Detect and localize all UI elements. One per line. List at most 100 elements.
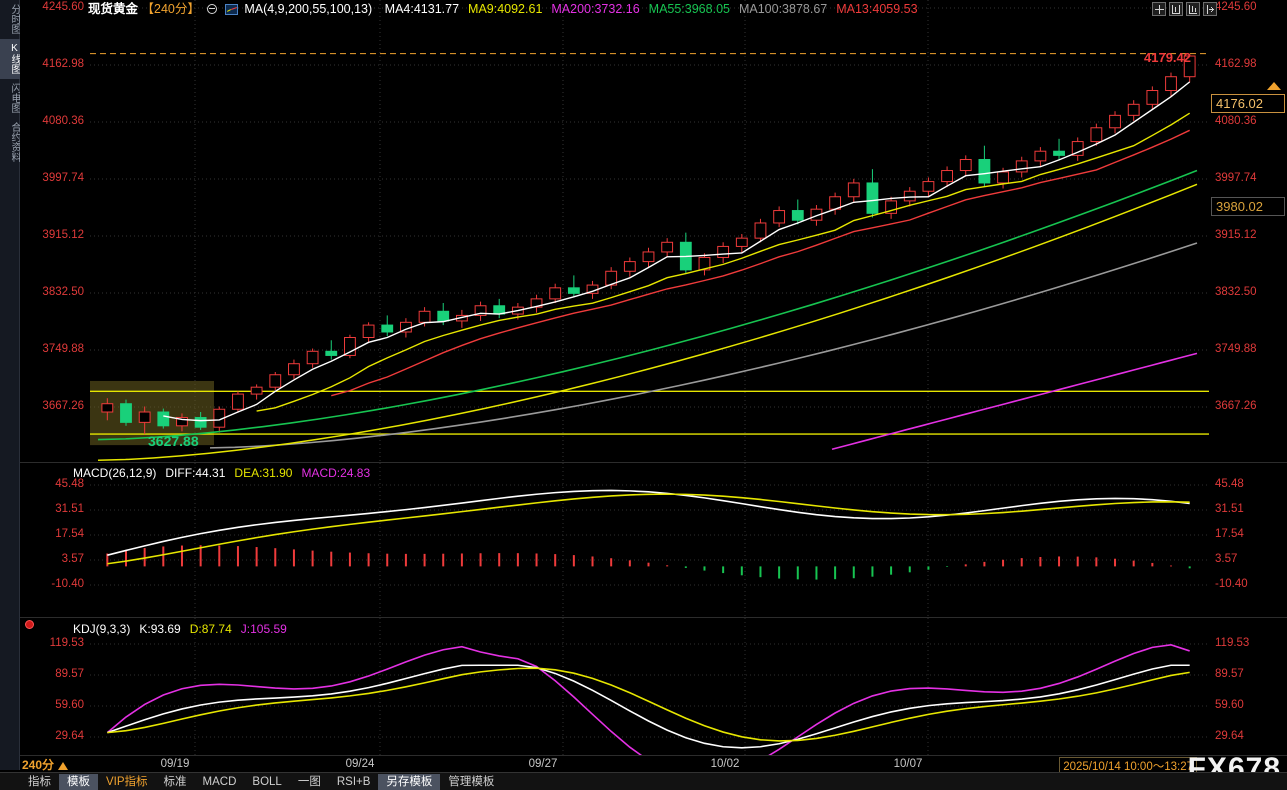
period-badge-label: 240分: [22, 758, 55, 772]
sidebar-item-lightning[interactable]: 闪电图: [0, 79, 20, 118]
time-axis: 09/19 09/24 09/27 10/02 10/07: [20, 755, 1287, 772]
sidebar-item-label: K线图: [9, 43, 20, 74]
zoom-vertical-icon[interactable]: [1169, 2, 1183, 16]
sidebar-item-label: 分时图: [9, 4, 20, 34]
axis-tick-label: 45.48: [1215, 478, 1244, 490]
chart-tool-buttons[interactable]: [1152, 2, 1217, 16]
sidebar-item-kline[interactable]: K线图: [0, 39, 20, 79]
low-price-annotation: 3627.88: [148, 433, 199, 449]
kdj-alert-dot-icon[interactable]: [25, 620, 34, 629]
toolbar-item-VIP指标[interactable]: VIP指标: [106, 775, 148, 788]
toolbar-item-指标[interactable]: 指标: [28, 775, 51, 788]
minus-circle-icon[interactable]: [207, 4, 218, 14]
toolbar-item-另存模板[interactable]: 另存模板: [378, 773, 441, 790]
sidebar-item-label: 闪电图: [9, 83, 20, 113]
axis-tick-label: 17.54: [1215, 528, 1244, 540]
axis-tick-label: 3997.74: [42, 172, 84, 184]
macd-diff-value: DIFF:44.31: [165, 466, 226, 480]
price-chart-pane[interactable]: 4245.60 4162.98 4080.36 3997.74 3915.12 3832.…: [20, 0, 1287, 462]
axis-tick-label: 4080.36: [1215, 115, 1257, 127]
axis-tick-label: 119.53: [1215, 637, 1250, 649]
kdj-pane[interactable]: 119.53 89.57 59.60 29.64 119.53 89.57 59.60 29…: [20, 617, 1287, 755]
sidebar-item-label: 合约资料: [9, 122, 20, 162]
toolbar-item-MACD[interactable]: MACD: [202, 775, 237, 788]
last-price-tag[interactable]: 4176.02: [1211, 94, 1285, 113]
ma-params-label: MA(4,9,200,55,100,13): [244, 2, 373, 16]
axis-tick-label: 3997.74: [1215, 172, 1257, 184]
sidebar-item-contract-info[interactable]: 合约资料: [0, 118, 20, 167]
kdj-d-value: D:87.74: [189, 622, 232, 636]
kdj-k-value: K:93.69: [139, 622, 181, 636]
kdj-title: KDJ(9,3,3): [73, 622, 131, 636]
axis-tick-label: 3749.88: [1215, 343, 1257, 355]
axis-tick-label: 3667.26: [42, 400, 84, 412]
left-sidebar: 分时图 K线图闪电图合约资料: [0, 0, 20, 770]
axis-tick-label: 59.60: [55, 699, 84, 711]
macd-macd-value: MACD:24.83: [301, 466, 371, 480]
axis-tick-label: 119.53: [49, 637, 84, 649]
time-axis-tick: 09/19: [160, 758, 190, 770]
high-price-annotation: 4179.42: [1144, 50, 1191, 65]
time-axis-tick: 10/07: [893, 758, 923, 770]
ma-value-ma13: MA13:4059.53: [836, 2, 918, 16]
ma-value-ma55: MA55:3968.05: [648, 2, 730, 16]
axis-tick-label: 4162.98: [1215, 58, 1257, 70]
ma-value-ma100: MA100:3878.67: [738, 2, 828, 16]
macd-dea-value: DEA:31.90: [234, 466, 293, 480]
axis-tick-label: 4245.60: [1215, 1, 1257, 13]
toolbar-item-BOLL[interactable]: BOLL: [252, 775, 282, 788]
macd-plot-area[interactable]: [90, 463, 1209, 617]
zoom-horizontal-icon[interactable]: [1186, 2, 1200, 16]
bottom-toolbar[interactable]: 指标 模板 VIP指标 标准 MACD BOLL 一图 RSI+B 另存模板 管理模板: [0, 772, 1287, 790]
toolbar-item-RSI+B[interactable]: RSI+B: [336, 775, 371, 788]
toolbar-item-管理模板[interactable]: 管理模板: [448, 775, 495, 788]
jump-end-icon[interactable]: [1203, 2, 1217, 16]
axis-tick-label: 59.60: [1215, 699, 1244, 711]
time-axis-tick: 10/02: [710, 758, 740, 770]
sidebar-item-intraday[interactable]: 分时图: [0, 0, 20, 39]
candlestick-series: [90, 53, 1209, 462]
kdj-j-value: J:105.59: [240, 622, 287, 636]
axis-tick-label: 89.57: [55, 668, 84, 680]
period-badge[interactable]: 240分: [22, 756, 69, 773]
axis-tick-label: 3832.50: [1215, 286, 1257, 298]
axis-tick-label: 3.57: [1215, 553, 1238, 565]
axis-tick-label: 31.51: [1215, 503, 1244, 515]
axis-tick-label: 3915.12: [1215, 229, 1257, 241]
time-axis-tick: 09/27: [528, 758, 558, 770]
period-label: 【240分】: [141, 2, 200, 16]
toolbar-item-一图[interactable]: 一图: [297, 775, 321, 788]
ma-value-ma4: MA4:4131.77: [384, 2, 460, 16]
time-axis-tick: 09/24: [345, 758, 375, 770]
chart-title-bar: 现货黄金 【240分】 MA(4,9,200,55,100,13) MA4:41…: [88, 1, 918, 18]
price-plot-area[interactable]: [90, 0, 1209, 462]
axis-tick-label: 45.48: [55, 478, 84, 490]
axis-tick-label: 3832.50: [42, 286, 84, 298]
axis-tick-label: 29.64: [55, 730, 84, 742]
toolbar-item-标准[interactable]: 标准: [163, 775, 187, 788]
ma-value-ma200: MA200:3732.16: [551, 2, 640, 16]
toolbar-item-模板[interactable]: 模板: [59, 773, 98, 790]
secondary-price-tag[interactable]: 3980.02: [1211, 197, 1285, 216]
symbol-name: 现货黄金: [88, 2, 139, 16]
axis-tick-label: 89.57: [1215, 668, 1244, 680]
axis-tick-label: 17.54: [55, 528, 84, 540]
last-price-arrow-icon: [1267, 82, 1281, 90]
price-gridlines: [90, 0, 1209, 462]
axis-tick-label: 3667.26: [1215, 400, 1257, 412]
axis-tick-label: 31.51: [55, 503, 84, 515]
axis-tick-label: 3.57: [61, 553, 84, 565]
macd-pane[interactable]: 45.48 31.51 17.54 3.57 -10.40 45.48 31.51 17.5…: [20, 462, 1287, 617]
ma-values-group: MA4:4131.77 MA9:4092.61 MA200:3732.16 MA55:…: [376, 2, 918, 16]
indicator-chart-icon[interactable]: [224, 4, 238, 15]
kdj-plot-area[interactable]: [90, 618, 1209, 755]
axis-tick-label: 29.64: [1215, 730, 1244, 742]
kdj-series: [106, 643, 1190, 755]
kdj-legend: KDJ(9,3,3) K:93.69 D:87.74 J:105.59: [73, 622, 296, 636]
triangle-up-icon: [58, 762, 69, 770]
time-range-label: 2025/10/14 10:00～13:27: [1059, 757, 1197, 775]
axis-tick-label: 4245.60: [42, 1, 84, 13]
move-icon[interactable]: [1152, 2, 1166, 16]
macd-title: MACD(26,12,9): [73, 466, 157, 480]
